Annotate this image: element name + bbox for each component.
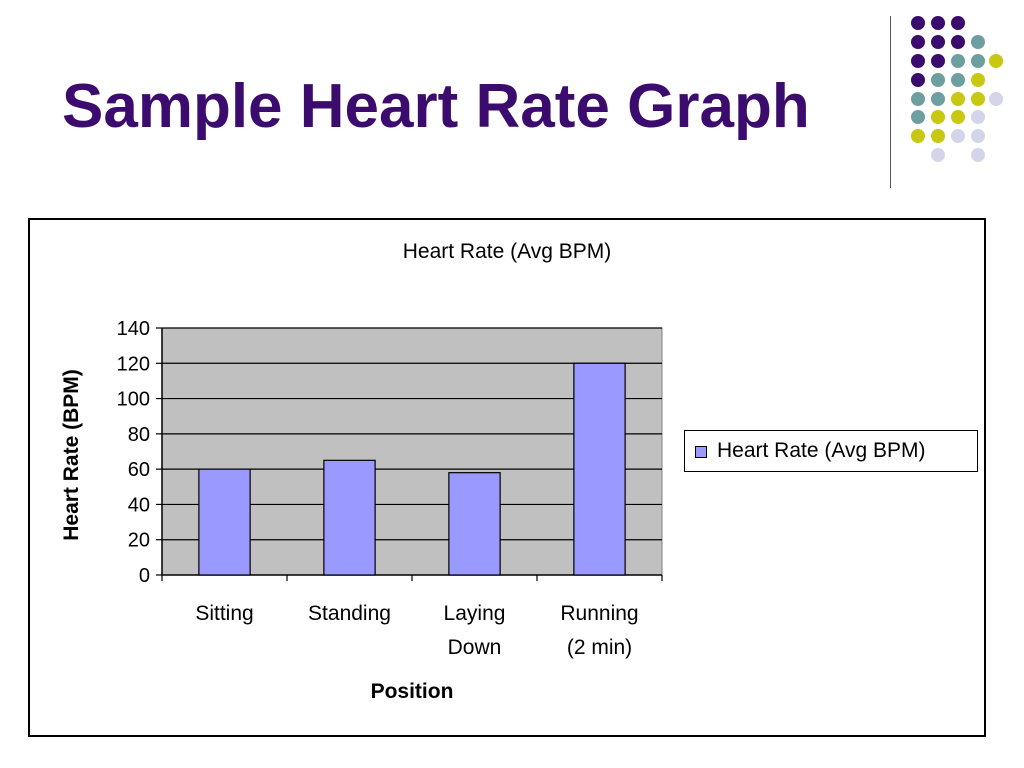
y-tick-label: 40 (128, 494, 150, 516)
slide-title: Sample Heart Rate Graph (62, 72, 810, 141)
y-tick-label: 0 (139, 565, 150, 587)
x-tick-label: Down (448, 636, 502, 659)
legend-swatch (695, 446, 707, 458)
y-tick-label: 120 (117, 353, 150, 375)
y-tick-label: 60 (128, 459, 150, 481)
y-tick-label: 100 (117, 389, 150, 411)
x-tick-label: Sitting (195, 602, 253, 625)
bar (448, 472, 501, 576)
x-axis-label: Position (370, 680, 454, 703)
x-tick-label: Laying (444, 602, 506, 625)
x-tick-label: Running (560, 602, 638, 625)
bar (198, 468, 251, 576)
legend-label: Heart Rate (Avg BPM) (717, 439, 926, 462)
y-axis-label: Heart Rate (BPM) (60, 369, 83, 541)
chart-legend: Heart Rate (Avg BPM) (684, 430, 978, 472)
x-tick-label: (2 min) (567, 636, 632, 659)
y-tick-label: 20 (128, 530, 150, 552)
x-tick-label: Standing (308, 602, 391, 625)
bar (323, 459, 376, 576)
chart-title: Heart Rate (Avg BPM) (402, 240, 612, 263)
title-divider (890, 16, 891, 188)
y-tick-label: 80 (128, 424, 150, 446)
bar (573, 362, 626, 576)
y-tick-label: 140 (117, 318, 150, 340)
